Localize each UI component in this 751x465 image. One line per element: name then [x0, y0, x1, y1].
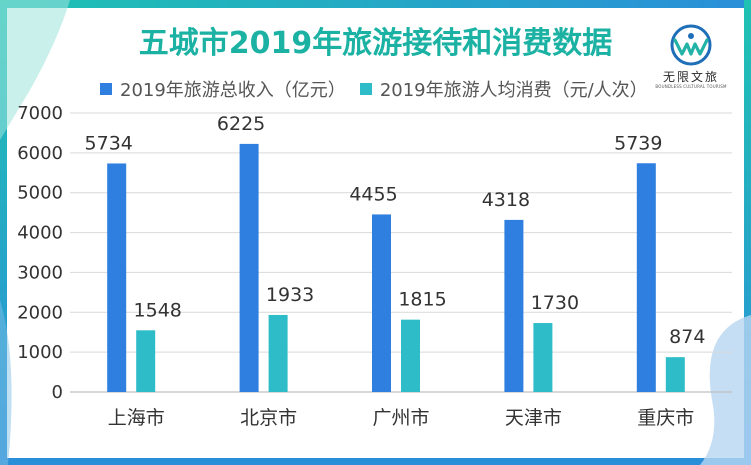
bar-revenue: [239, 143, 259, 392]
bar-per-capita: [665, 357, 685, 392]
x-category-label: 重庆市: [637, 407, 694, 429]
data-label: 4318: [482, 189, 530, 211]
data-label: 874: [669, 326, 705, 348]
bar-revenue: [372, 214, 391, 392]
bar-per-capita: [533, 323, 553, 392]
y-tick-label: 0: [52, 382, 63, 403]
x-category-label: 上海市: [108, 407, 165, 429]
x-category-label: 广州市: [372, 407, 429, 429]
data-label: 1548: [134, 299, 182, 321]
chart-legend: 2019年旅游总收入（亿元） 2019年旅游人均消费（元/人次）: [100, 76, 662, 102]
bar-revenue: [636, 163, 656, 392]
legend-swatch-series1: [100, 83, 112, 95]
wave-circle-logo-icon: [670, 24, 712, 66]
bar-per-capita: [268, 314, 288, 392]
legend-label-series1: 2019年旅游总收入（亿元）: [120, 80, 346, 101]
data-label: 6225: [217, 113, 265, 135]
legend-item-series1: 2019年旅游总收入（亿元）: [100, 76, 346, 102]
chart-title: 五城市2019年旅游接待和消费数据: [138, 26, 613, 61]
brand-logo: 无限文旅 BOUNDLESS CULTURAL TOURISM: [651, 24, 731, 94]
data-label: 1815: [398, 289, 446, 311]
bar-revenue: [504, 219, 524, 392]
y-tick-label: 6000: [17, 143, 63, 164]
logo-subtext: BOUNDLESS CULTURAL TOURISM: [655, 84, 727, 89]
logo-text: 无限文旅: [662, 70, 719, 84]
legend-item-series2: 2019年旅游人均消费（元/人次）: [359, 76, 648, 102]
x-category-label: 天津市: [505, 407, 562, 429]
data-label: 4455: [349, 183, 397, 205]
data-label: 5734: [85, 132, 133, 154]
x-category-label: 北京市: [240, 407, 297, 429]
data-label: 1730: [531, 292, 579, 314]
data-label: 1933: [266, 284, 314, 306]
legend-label-series2: 2019年旅游人均消费（元/人次）: [379, 80, 648, 101]
bar-per-capita: [136, 330, 156, 392]
bar-revenue: [107, 163, 127, 392]
bar-per-capita: [401, 319, 420, 392]
y-tick-label: 3000: [17, 262, 63, 283]
data-label: 5739: [614, 132, 662, 154]
y-tick-label: 1000: [17, 342, 63, 363]
y-tick-label: 2000: [17, 302, 63, 323]
y-tick-label: 7000: [17, 103, 63, 124]
y-tick-label: 4000: [17, 223, 63, 244]
y-tick-label: 5000: [17, 183, 63, 204]
legend-swatch-series2: [359, 83, 372, 95]
